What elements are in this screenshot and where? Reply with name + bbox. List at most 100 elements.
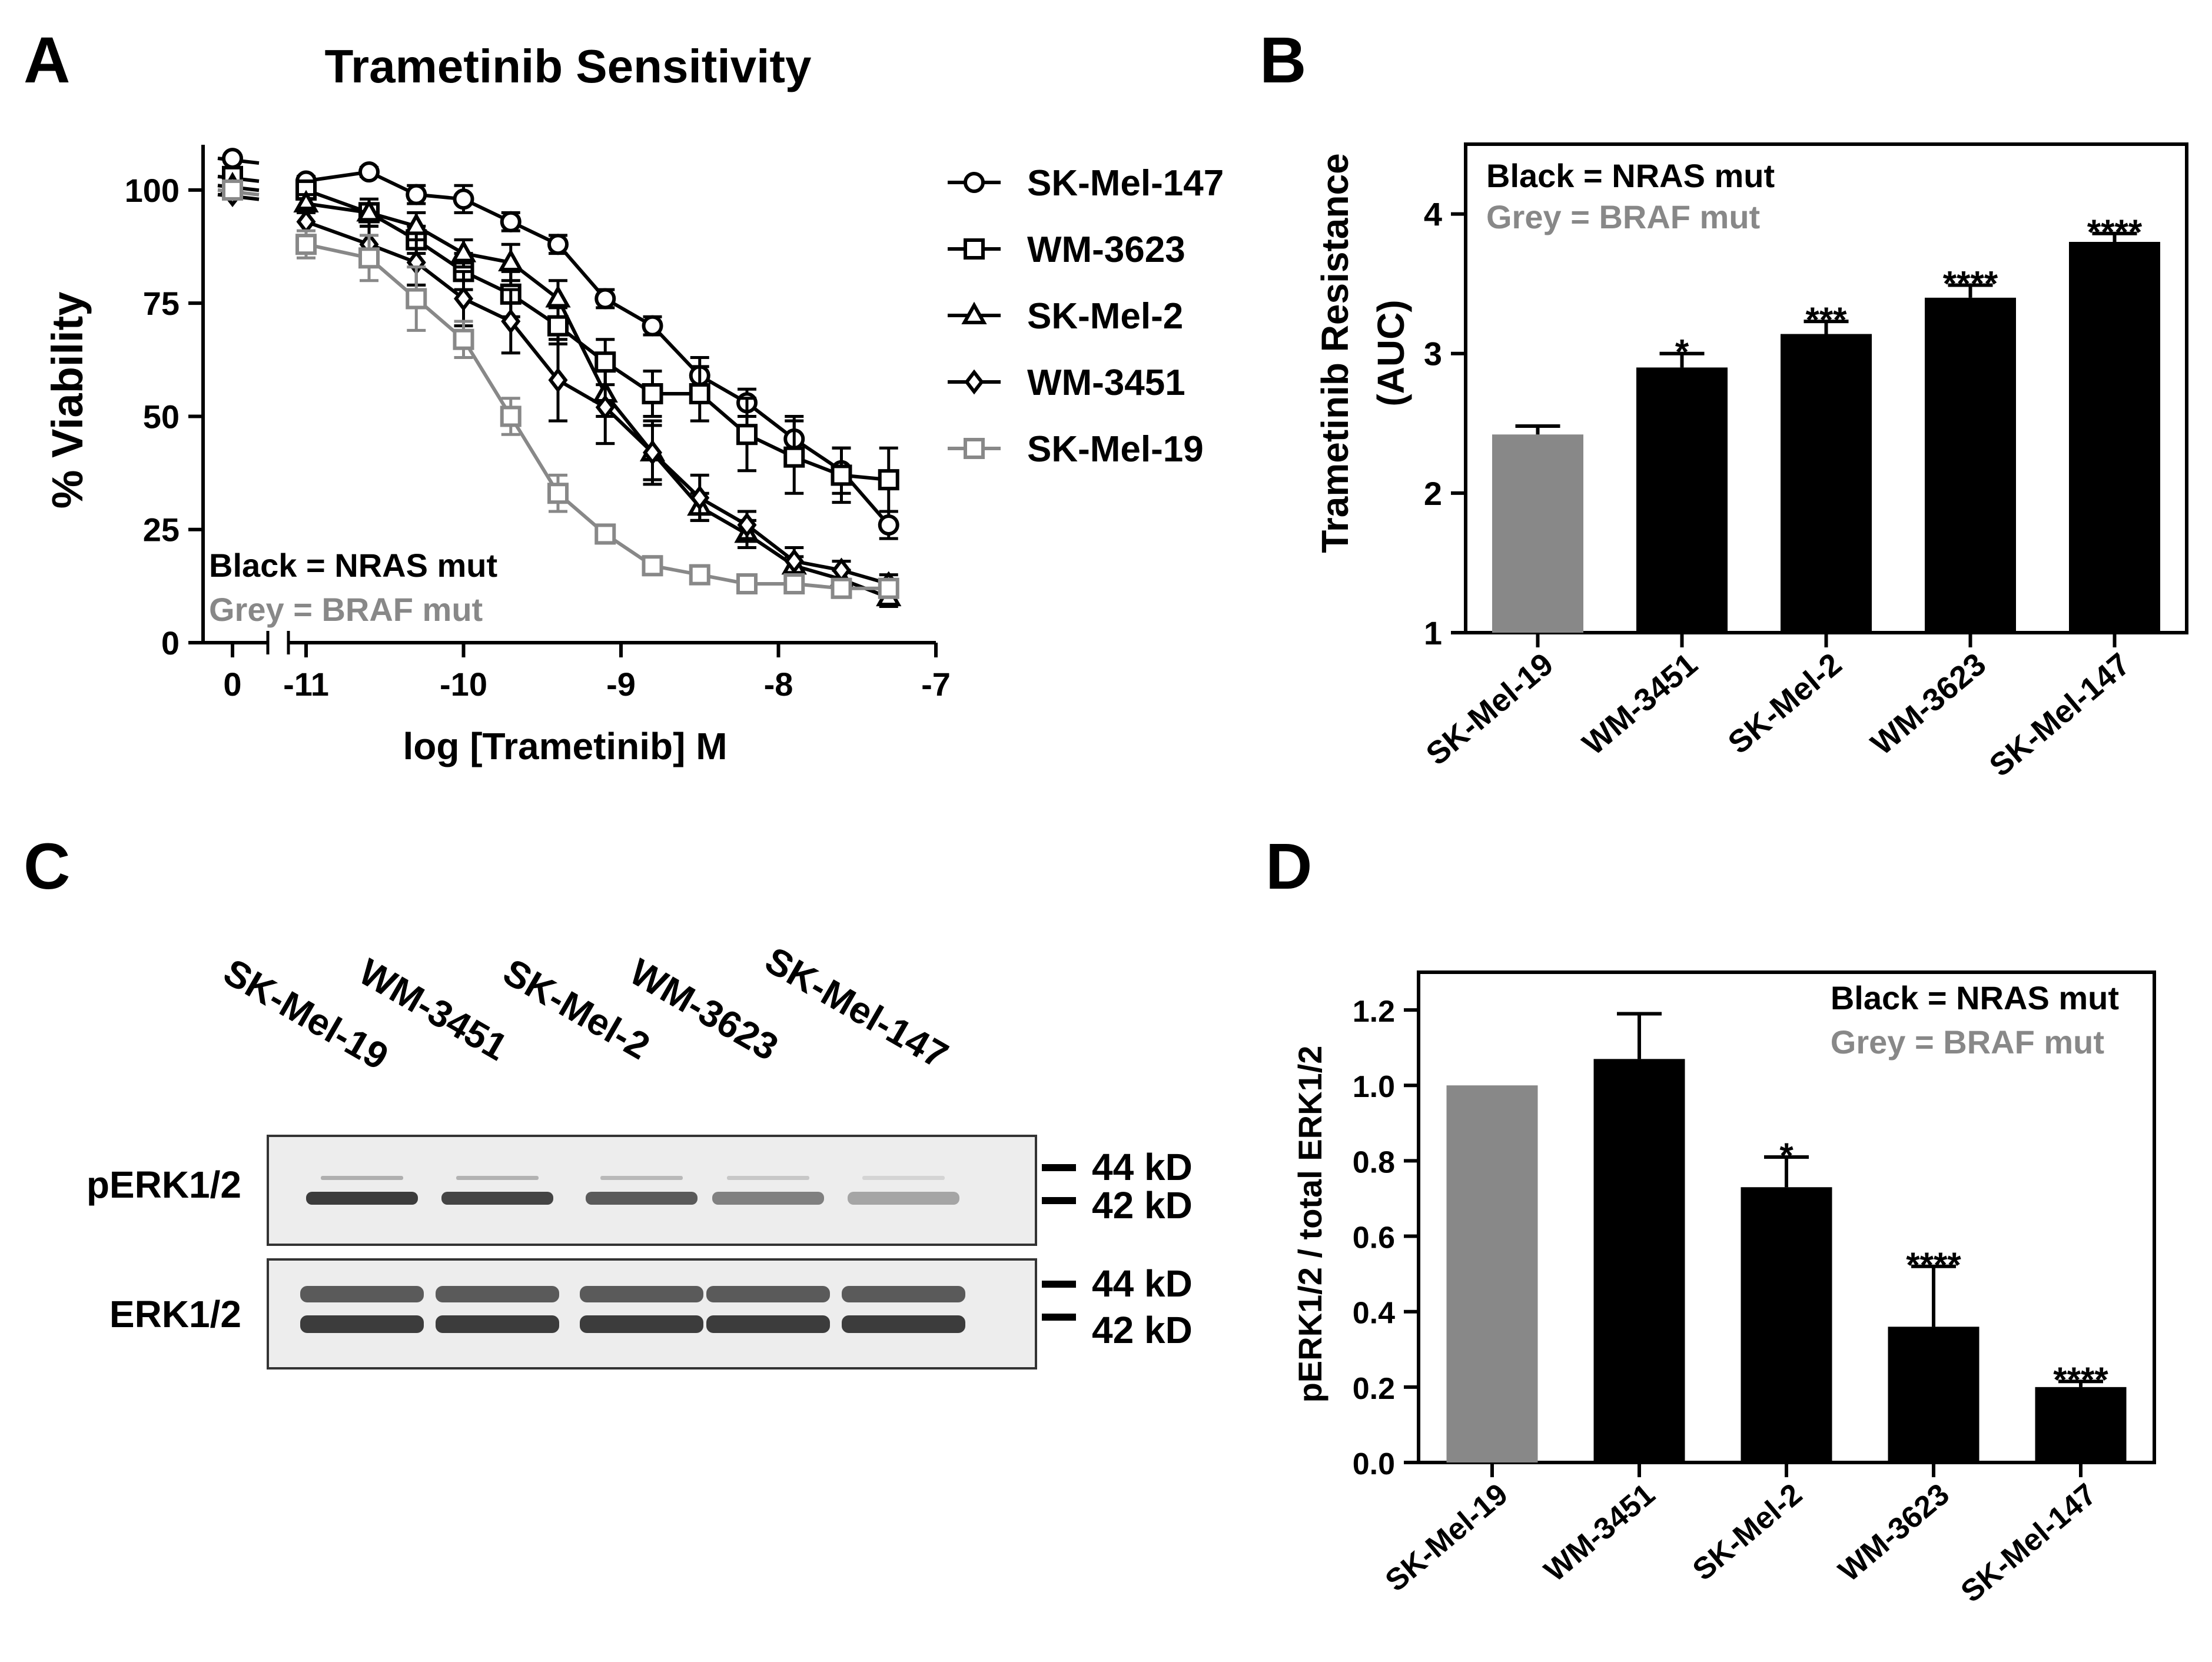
- panel-c-western-blot: SK-Mel-19WM-3451SK-Mel-2WM-3623SK-Mel-14…: [87, 939, 1193, 1370]
- panel-a-xlabel: log [Trametinib] M: [403, 725, 727, 767]
- data-point: [406, 288, 427, 310]
- bar-wm-3623: [1925, 297, 2016, 633]
- y-tick-label: 0.4: [1353, 1297, 1395, 1331]
- y-tick-label: 100: [125, 172, 180, 209]
- data-point: [453, 188, 474, 210]
- data-point: [453, 328, 474, 350]
- series-sk-mel-19: [217, 179, 899, 599]
- data-point: [689, 383, 710, 404]
- y-tick-label: 1.0: [1353, 1070, 1395, 1104]
- panel-b-note-braf: Grey = BRAF mut: [1486, 198, 1760, 235]
- data-point: [548, 367, 568, 393]
- panel-a-note-nras: Black = NRAS mut: [209, 547, 497, 584]
- panel-c-blots: [267, 1135, 1037, 1370]
- significance-label: ****: [2053, 1360, 2108, 1400]
- panel-a-axes: 0 25 50 75 100 0 -11 -10 -9 -8 -7: [125, 145, 951, 703]
- bar-wm-3623: [1888, 1327, 1979, 1462]
- panel-b-note-nras: Black = NRAS mut: [1486, 157, 1775, 194]
- data-point: [545, 285, 571, 308]
- category-label: SK-Mel-147: [1983, 646, 2137, 783]
- data-point: [736, 573, 758, 595]
- data-point: [642, 440, 663, 466]
- blot-markers-bottom: 44 kD 42 kD: [1042, 1262, 1193, 1351]
- band-perk-44: [862, 1176, 945, 1180]
- significance-label: ***: [1805, 300, 1847, 340]
- category-label: SK-Mel-2: [1722, 646, 1849, 760]
- panel-a-title: Trametinib Sensitivity: [325, 40, 812, 92]
- significance-label: *: [1779, 1136, 1793, 1175]
- data-point: [642, 383, 663, 404]
- x-tick-label: 0: [223, 666, 241, 703]
- marker-tick-44-top: [1042, 1164, 1076, 1171]
- category-label: WM-3451: [1538, 1477, 1662, 1588]
- band-erk-42: [436, 1315, 559, 1333]
- significance-label: ****: [1906, 1245, 1961, 1285]
- legend-label: WM-3451: [1027, 363, 1185, 403]
- data-point: [878, 469, 899, 491]
- data-point: [547, 315, 569, 337]
- y-tick-label: 0.8: [1353, 1145, 1395, 1179]
- panel-a-legend: SK-Mel-147 WM-3623 SK-Mel-2 WM-3451 SK-Mel-1…: [948, 163, 1224, 470]
- data-point: [595, 394, 615, 420]
- x-tick-label: -10: [440, 666, 487, 703]
- lane-label-sk-mel-2: SK-Mel-2: [496, 950, 657, 1068]
- bar-sk-mel-2: [1781, 334, 1872, 633]
- panel-b-plot: 1 2 3 4 SK-Mel-19 * WM-3451 *** SK-Mel-2 **** WM-3…: [1420, 142, 2188, 783]
- data-point: [358, 247, 380, 269]
- data-point: [594, 288, 616, 310]
- data-point-zero: [222, 148, 243, 169]
- data-point: [356, 199, 382, 222]
- data-point: [878, 577, 899, 599]
- data-point: [403, 212, 429, 235]
- band-perk-44: [727, 1176, 809, 1180]
- data-point: [450, 240, 477, 262]
- data-point: [295, 234, 317, 255]
- band-erk-44: [580, 1286, 703, 1302]
- x-tick-label: -8: [764, 666, 793, 703]
- marker-label-42-top: 42 kD: [1092, 1184, 1193, 1226]
- x-tick-label: -9: [606, 666, 636, 703]
- data-point-zero: [222, 179, 243, 201]
- data-point: [547, 483, 569, 504]
- panel-d-plot: 0.0 0.2 0.4 0.6 0.8 1.0 1.2 SK-Mel-19 WM-3451 * SK…: [1353, 970, 2156, 1610]
- data-point: [642, 315, 663, 337]
- band-erk-44: [842, 1286, 965, 1302]
- data-point: [547, 234, 569, 255]
- significance-label: *: [1675, 333, 1689, 372]
- panel-b-ylabel-2: (AUC): [1370, 300, 1412, 406]
- legend-marker: [964, 369, 984, 395]
- band-erk-42: [580, 1315, 703, 1333]
- bar-wm-3451: [1636, 367, 1728, 633]
- category-label: WM-3623: [1864, 646, 1992, 762]
- data-point: [406, 184, 427, 205]
- category-label: SK-Mel-19: [1379, 1477, 1514, 1598]
- blot-row-label-perk: pERK1/2: [87, 1164, 241, 1206]
- y-tick-label: 0.6: [1353, 1221, 1395, 1255]
- band-perk-44: [456, 1176, 539, 1180]
- legend-label: SK-Mel-19: [1027, 429, 1204, 470]
- category-label: WM-3451: [1576, 646, 1704, 762]
- panel-b-ylabel-1: Trametinib Resistance: [1314, 153, 1356, 553]
- data-point: [500, 211, 522, 232]
- legend-marker: [961, 301, 987, 324]
- legend-label: WM-3623: [1027, 230, 1185, 270]
- legend-marker: [964, 438, 985, 459]
- blot-box-perk: [267, 1135, 1037, 1246]
- bar-sk-mel-2: [1741, 1187, 1832, 1462]
- y-tick-label: 50: [143, 398, 180, 435]
- marker-tick-44-bottom: [1042, 1281, 1076, 1288]
- marker-label-44-bottom: 44 kD: [1092, 1262, 1193, 1305]
- category-label: SK-Mel-147: [1955, 1477, 2103, 1610]
- marker-label-44-top: 44 kD: [1092, 1146, 1193, 1188]
- y-tick-label: 0: [161, 624, 180, 662]
- bar-sk-mel-147: [2069, 242, 2160, 633]
- bar-wm-3451: [1593, 1059, 1685, 1462]
- y-tick-label: 1.2: [1353, 995, 1395, 1029]
- data-point: [498, 248, 524, 271]
- band-perk-42: [848, 1192, 959, 1205]
- data-point: [501, 308, 521, 334]
- y-tick-label: 0.0: [1353, 1447, 1395, 1481]
- data-point: [296, 209, 316, 235]
- significance-label: ****: [1943, 264, 1998, 304]
